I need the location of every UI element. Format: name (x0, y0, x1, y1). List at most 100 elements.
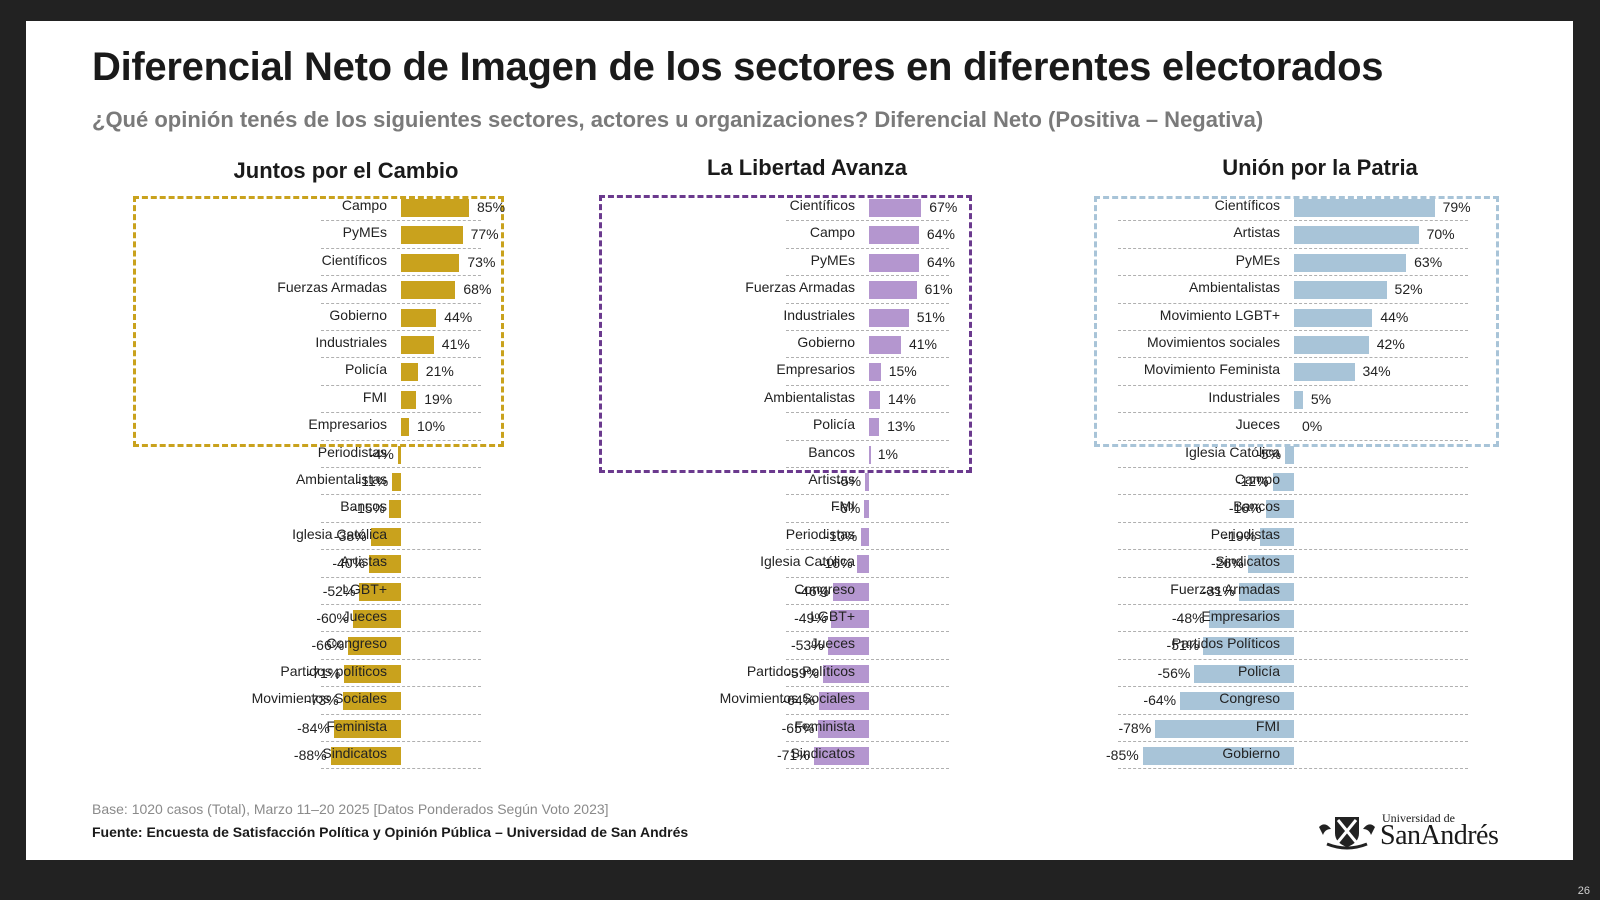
category-label: PyMEs (1235, 251, 1280, 268)
row-separator (1118, 439, 1468, 441)
bar-row: Movimientos sociales 42% (26, 331, 1573, 359)
row-separator (1118, 576, 1468, 578)
category-label: Iglesia Católica (760, 553, 855, 570)
row-separator (786, 439, 949, 441)
positive-values-highlight-box (1094, 196, 1499, 447)
row-separator (786, 631, 949, 633)
value-label: 61% (924, 281, 953, 298)
value-label: 85% (477, 199, 506, 215)
row-separator (786, 740, 949, 742)
value-label: -5% (836, 473, 862, 489)
category-label: Policía (344, 361, 387, 378)
category-label: Sindicatos (1215, 553, 1280, 570)
bar-row: Campo 64% (26, 221, 1573, 249)
row-separator (321, 220, 481, 222)
category-label: Partidos políticos (280, 662, 387, 679)
category-label: Científicos (1214, 197, 1280, 213)
bar-row: Científicos 67% (26, 194, 1573, 222)
row-separator (321, 357, 481, 359)
value-label: 52% (1394, 281, 1423, 298)
bar (869, 418, 880, 437)
category-label: Jueces (810, 635, 855, 652)
value-label: 13% (887, 418, 916, 435)
category-label: Feminista (794, 717, 855, 734)
value-label: -46% (796, 582, 830, 599)
bar-row: Empresarios 10% (26, 413, 1573, 441)
value-label: 19% (424, 390, 453, 407)
bar-row: Policía 21% (26, 358, 1573, 386)
value-label: -16% (1228, 500, 1262, 517)
bar-row: Movimientos Sociales -73% (26, 687, 1573, 715)
value-label: -78% (1118, 719, 1152, 736)
category-label: FMI (1255, 717, 1280, 734)
bar (869, 226, 919, 245)
value-label: -16% (819, 555, 853, 572)
bar (369, 555, 401, 574)
bar-row: Policía 13% (26, 413, 1573, 441)
category-label: Jueces (342, 608, 387, 624)
bar-row: Jueces 0% (26, 413, 1573, 441)
row-separator (786, 412, 949, 414)
bar-row: Fuerzas Armadas -31% (26, 578, 1573, 605)
value-label: 63% (1414, 253, 1443, 270)
bar-row: Fuerzas Armadas 61% (26, 276, 1573, 304)
bar-row: Campo 85% (26, 194, 1573, 222)
bar-row: Gobierno -85% (26, 742, 1573, 770)
row-separator (1118, 686, 1468, 688)
value-label: -40% (332, 555, 365, 572)
bar (869, 390, 880, 409)
bar (348, 637, 401, 656)
chart-title: Juntos por el Cambio (233, 158, 459, 183)
bar (401, 363, 418, 382)
category-label: Movimientos Sociales (719, 690, 855, 707)
slide-title: Diferencial Neto de Imagen de los sector… (92, 45, 1384, 89)
slide: Diferencial Neto de Imagen de los sector… (26, 21, 1573, 860)
row-separator (786, 275, 949, 277)
bar-row: Policía -56% (26, 660, 1573, 688)
value-label: -52% (322, 582, 356, 599)
bar-row: Bancos -16% (26, 495, 1573, 523)
logo-text-big: SanAndrés (1380, 820, 1499, 851)
row-separator (321, 549, 481, 551)
bar (869, 253, 919, 272)
bar-row: Movimiento Feminista 34% (26, 358, 1573, 386)
bar (401, 199, 469, 217)
bar (822, 664, 869, 683)
row-separator (786, 494, 949, 496)
bar (401, 281, 456, 300)
bar-row: Gobierno 41% (26, 331, 1573, 359)
row-separator (1118, 740, 1468, 742)
row-separator (321, 740, 481, 742)
bar (1247, 555, 1294, 574)
row-separator (321, 275, 481, 277)
category-label: Movimiento LGBT+ (1159, 306, 1280, 323)
row-separator (321, 247, 481, 249)
bar (830, 610, 869, 628)
bar-row: Científicos 79% (26, 194, 1573, 222)
category-label: Jueces (1235, 416, 1280, 433)
category-label: Gobierno (329, 306, 387, 323)
category-label: Ambientalistas (295, 471, 387, 487)
row-separator (1118, 549, 1468, 551)
bar-row: Industriales 51% (26, 304, 1573, 331)
value-label: -66% (311, 637, 345, 654)
value-label: 77% (470, 226, 499, 243)
value-label: -64% (1143, 692, 1177, 709)
chart-title: Unión por la Patria (1222, 155, 1418, 180)
bar (1265, 500, 1294, 519)
bar (1294, 226, 1419, 245)
category-label: PyMEs (342, 224, 387, 241)
category-label: Periodistas (1210, 525, 1280, 542)
row-separator (321, 521, 481, 523)
page-number: 26 (1577, 885, 1590, 897)
bar (1294, 281, 1387, 300)
bar (330, 747, 401, 765)
row-separator (1118, 631, 1468, 633)
bar (333, 719, 401, 738)
bar-row: Periodistas -10% (26, 523, 1573, 551)
bar (1155, 719, 1294, 738)
category-label: LGBT+ (342, 580, 387, 597)
category-label: Científicos (321, 251, 387, 268)
value-label: 73% (467, 253, 496, 270)
category-label: Feminista (326, 717, 387, 734)
